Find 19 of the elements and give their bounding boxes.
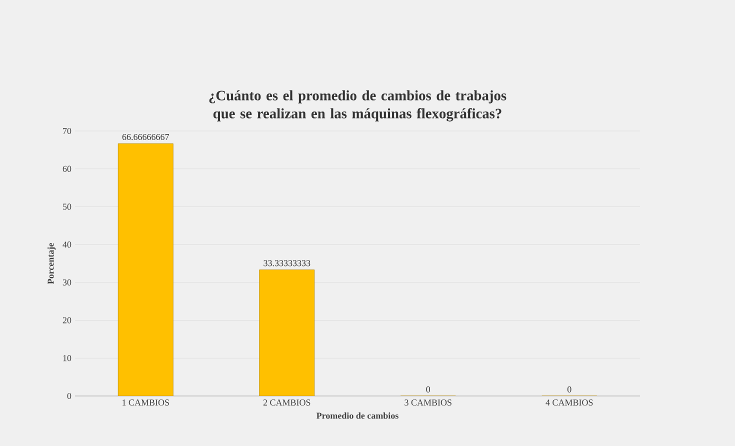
- y-axis-title: Porcentaje: [47, 243, 56, 284]
- y-tick-label: 20: [62, 317, 72, 324]
- x-tick-label: 1 CAMBIOS: [122, 400, 169, 406]
- y-tick-label: 10: [63, 355, 72, 362]
- data-label: 33.33333333: [264, 260, 310, 266]
- y-tick-label: 60: [62, 166, 72, 172]
- y-tick-label: 40: [62, 242, 72, 248]
- y-tick-label: 50: [62, 204, 72, 210]
- data-label: 66.66666667: [122, 134, 169, 140]
- data-label: 0: [567, 386, 572, 392]
- chart-title: ¿Cuánto es el promedio de cambios de trabajos que se realizan en las máquinas flexográficas?: [209, 90, 506, 122]
- y-tick-label: 0: [67, 392, 72, 400]
- x-tick-label: 2 CAMBIOS: [263, 400, 310, 406]
- x-tick-label: 3 CAMBIOS: [404, 400, 452, 406]
- data-label: 0: [426, 386, 430, 392]
- x-axis-title: Promedio de cambios: [316, 412, 398, 419]
- x-tick-label: 4 CAMBIOS: [546, 400, 593, 406]
- y-tick-label: 30: [62, 279, 72, 286]
- y-tick-label: 70: [63, 128, 72, 134]
